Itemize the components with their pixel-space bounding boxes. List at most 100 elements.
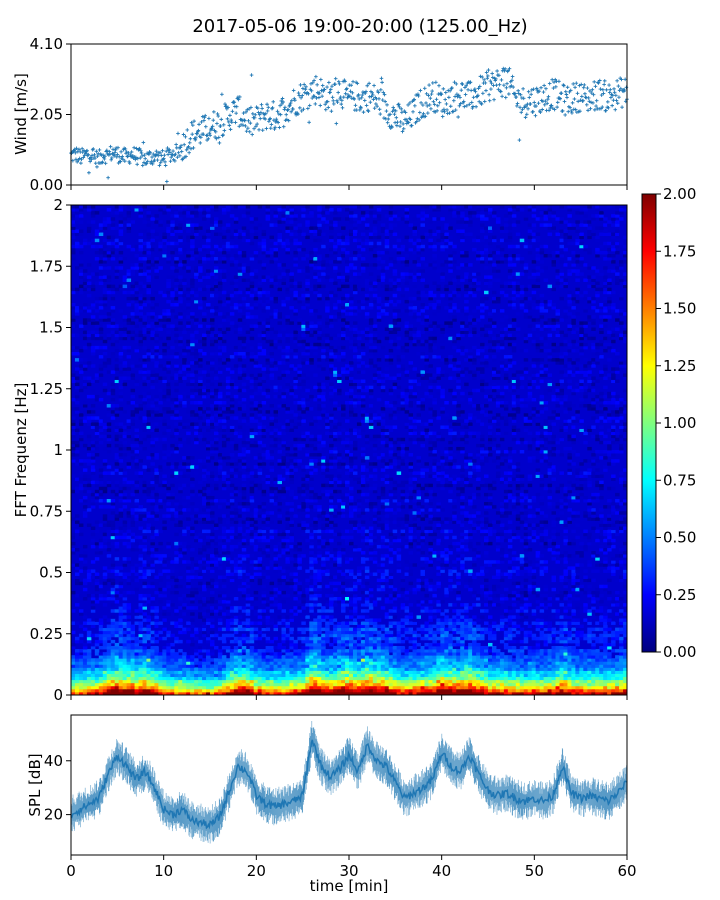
spectrogram-cell — [325, 685, 330, 690]
spectrogram-cell — [102, 667, 108, 671]
spectrogram-cell — [491, 593, 497, 598]
spectrogram-cell — [313, 587, 318, 592]
spectrogram-cell — [551, 673, 557, 678]
spectrogram-cell — [607, 609, 612, 613]
spectrogram-cell — [444, 639, 449, 644]
spectrogram-cell — [515, 593, 521, 598]
spectrogram-cell — [78, 609, 84, 613]
spectrogram-cell — [424, 584, 429, 589]
spectrogram-cell — [74, 673, 80, 678]
spectrogram-cell — [257, 563, 263, 567]
spectrogram-cell — [202, 618, 207, 622]
spectrogram-cell — [495, 627, 501, 632]
spectrogram-cell — [563, 624, 568, 629]
spectrogram-cell — [527, 658, 533, 662]
spectrogram-cell — [186, 685, 191, 690]
spectrogram-cell — [587, 658, 592, 662]
spectrogram-cell — [551, 652, 557, 656]
spectrogram-cell — [551, 578, 557, 583]
spectrogram-cell — [591, 633, 596, 638]
wind-point — [301, 86, 305, 91]
spectrogram-cell — [559, 688, 564, 693]
wind-point — [210, 124, 215, 129]
wind-point — [210, 127, 214, 131]
spectrogram-cell — [615, 679, 620, 684]
spectrogram-cell — [190, 633, 195, 638]
spectrogram-cell — [146, 667, 151, 671]
spectrogram-cell — [349, 685, 354, 690]
spectrogram-cell — [591, 636, 596, 641]
spectrogram-cell — [503, 655, 509, 659]
spectrogram-cell — [146, 652, 151, 656]
spectrogram-cell — [210, 685, 215, 690]
wind-point — [179, 143, 183, 148]
spectrogram-cell — [118, 630, 124, 635]
spectrogram-cell — [511, 569, 517, 573]
wind-point — [452, 80, 457, 85]
spectrogram-cell — [245, 621, 251, 625]
spectrogram-cell — [436, 676, 441, 681]
spectrogram-cell — [210, 676, 215, 681]
spectrogram-cell — [317, 676, 322, 681]
figure-title: 2017-05-06 19:00-20:00 (125.00_Hz) — [192, 16, 527, 37]
wind-point — [118, 159, 123, 164]
spectrogram-cell — [229, 688, 235, 693]
spectrogram-cell — [523, 612, 529, 616]
spectrogram-cell — [261, 673, 267, 678]
wind-point — [334, 121, 339, 126]
spectrogram-cell — [595, 667, 600, 671]
spectrogram-cell — [511, 649, 517, 653]
spectrogram-cell — [233, 676, 239, 681]
spectrogram-cell — [249, 633, 255, 638]
spectrogram-cell — [233, 670, 239, 674]
spectrogram-cell — [551, 679, 557, 684]
spectrogram-cell — [261, 566, 267, 570]
spectrogram-cell — [567, 673, 572, 678]
spectrogram-cell — [480, 676, 485, 681]
spectrogram-cell — [416, 642, 421, 647]
spectrogram-cell — [86, 575, 92, 580]
spectrogram-cell — [551, 633, 557, 638]
spectrogram-cell — [607, 621, 612, 625]
spectrogram-cell — [325, 670, 330, 674]
spectrogram-cell — [531, 688, 537, 693]
spectrogram-cell — [380, 581, 386, 586]
spectrogram-cell — [380, 606, 386, 610]
spectrogram-cell — [515, 685, 521, 690]
spectrogram-cell — [245, 673, 251, 678]
spectrogram-cell — [468, 636, 473, 641]
spectrogram-cell — [289, 630, 294, 635]
spectrogram-cell — [82, 676, 88, 681]
spectrogram-cell — [416, 627, 421, 632]
spectrogram-cell — [460, 642, 465, 647]
spectrogram-cell — [484, 667, 489, 671]
wind-point — [383, 99, 387, 104]
spectrogram-cell — [607, 618, 612, 622]
spectrogram-cell — [313, 560, 318, 564]
spectrogram-cell — [166, 649, 171, 653]
spectrogram-cell — [436, 618, 441, 622]
spectrogram-cell — [158, 636, 163, 641]
spectrogram-cell — [595, 658, 600, 662]
spectrogram-cell — [595, 627, 600, 632]
wind-point — [142, 153, 147, 157]
spectrogram-cell — [110, 673, 116, 678]
spectrogram-cell — [321, 655, 326, 659]
spectrogram-cell — [229, 593, 235, 598]
spectrogram-cell — [178, 685, 183, 690]
spectrogram-cell — [166, 661, 171, 665]
spectrogram-cell — [94, 633, 100, 638]
spectrogram-cell — [134, 667, 140, 671]
spectrogram-cell — [337, 676, 342, 681]
spectrogram-cell — [233, 646, 239, 650]
wind-point — [163, 160, 167, 164]
spectrogram-cell — [364, 618, 370, 622]
spectrogram-cell — [78, 658, 84, 662]
spectrogram-cell — [281, 590, 286, 595]
wind-point — [165, 179, 169, 184]
spectrogram-cell — [345, 670, 350, 674]
spectrogram-cell — [106, 676, 112, 681]
spectrogram-cell — [297, 606, 302, 610]
spectrogram-cell — [194, 649, 199, 653]
wind-point — [140, 163, 145, 168]
